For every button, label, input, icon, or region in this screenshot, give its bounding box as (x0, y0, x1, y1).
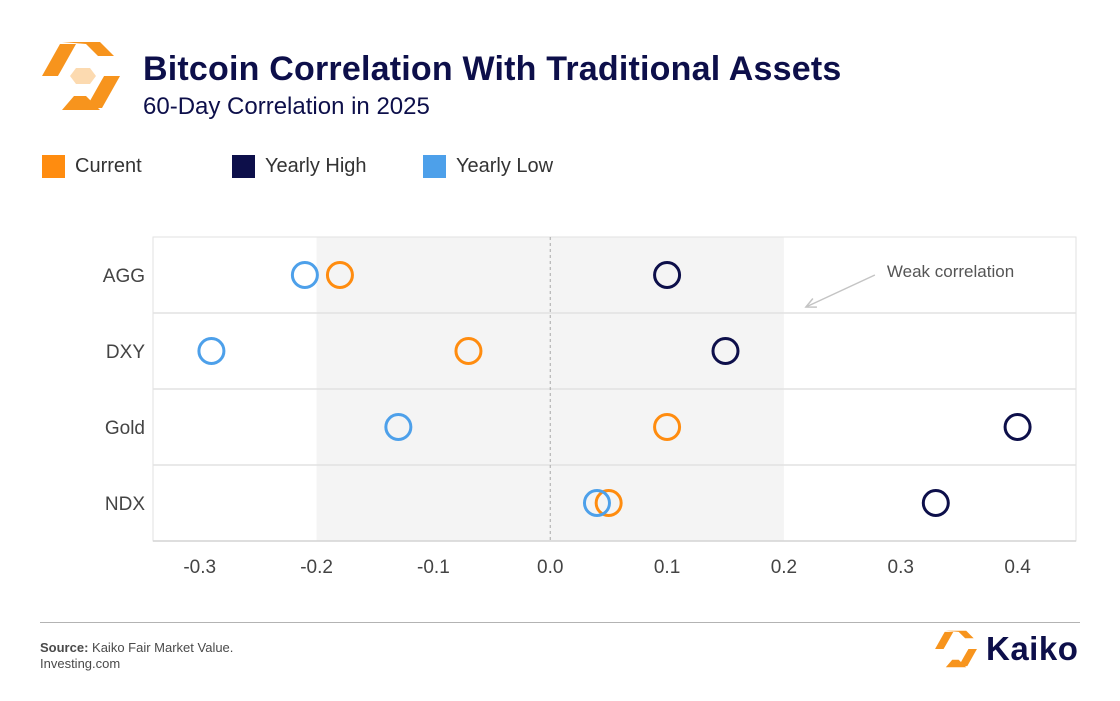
correlation-chart: -0.3 -0.2 -0.1 0.0 0.1 0.2 0.3 0.4 AGG DXY Gold NDX… (103, 236, 1077, 578)
chart-title: Bitcoin Correlation With Traditional Ass… (143, 50, 842, 88)
yearly-high-point (711, 337, 740, 365)
chart-subtitle: 60-Day Correlation in 2025 (143, 93, 430, 120)
footer-divider (40, 622, 1080, 623)
yearly-low-point (384, 413, 413, 441)
source-line-2: Investing.com (40, 656, 121, 671)
source-text: Kaiko Fair Market Value. (92, 640, 234, 655)
category-label: AGG (103, 266, 145, 287)
legend-swatch-yearly-low (423, 155, 446, 178)
annotation-arrow-head (804, 298, 817, 308)
x-tick-label: 0.0 (537, 557, 563, 578)
source-label: Source: (40, 640, 89, 655)
legend-item-yearly-high: Yearly High (232, 155, 367, 178)
x-tick-label: -0.1 (417, 557, 450, 578)
category-label: DXY (106, 342, 145, 363)
yearly-low-point (290, 261, 319, 289)
yearly-high-point (921, 489, 950, 517)
annotation-text: Weak correlation (887, 262, 1014, 281)
x-tick-label: 0.3 (888, 557, 914, 578)
legend-label-current: Current (75, 155, 142, 177)
source-note: Source: Kaiko Fair Market Value. Investi… (40, 640, 233, 672)
current-point (594, 489, 623, 517)
legend-item-current: Current (42, 155, 142, 178)
x-tick-label: 0.1 (654, 557, 680, 578)
kaiko-logo-icon (42, 42, 120, 110)
legend-swatch-yearly-high (232, 155, 255, 178)
current-point (325, 261, 354, 289)
yearly-high-point (1003, 413, 1032, 441)
category-label: NDX (105, 494, 145, 515)
kaiko-brand-icon (935, 630, 977, 668)
category-label: Gold (105, 418, 145, 439)
current-point (653, 413, 682, 441)
brand: Kaiko (934, 628, 1078, 670)
yearly-low-point (582, 489, 611, 517)
x-tick-label: -0.2 (300, 557, 333, 578)
legend-label-yearly-high: Yearly High (265, 155, 367, 177)
x-tick-label: 0.4 (1004, 557, 1031, 578)
legend-swatch-current (42, 155, 65, 178)
brand-name: Kaiko (986, 630, 1079, 667)
yearly-high-point (653, 261, 682, 289)
current-point (454, 337, 483, 365)
x-tick-label: 0.2 (771, 557, 797, 578)
legend-item-yearly-low: Yearly Low (423, 155, 553, 178)
annotation-arrow-line (805, 274, 876, 308)
yearly-low-point (197, 337, 226, 365)
x-tick-label: -0.3 (183, 557, 216, 578)
legend-label-yearly-low: Yearly Low (456, 155, 554, 177)
